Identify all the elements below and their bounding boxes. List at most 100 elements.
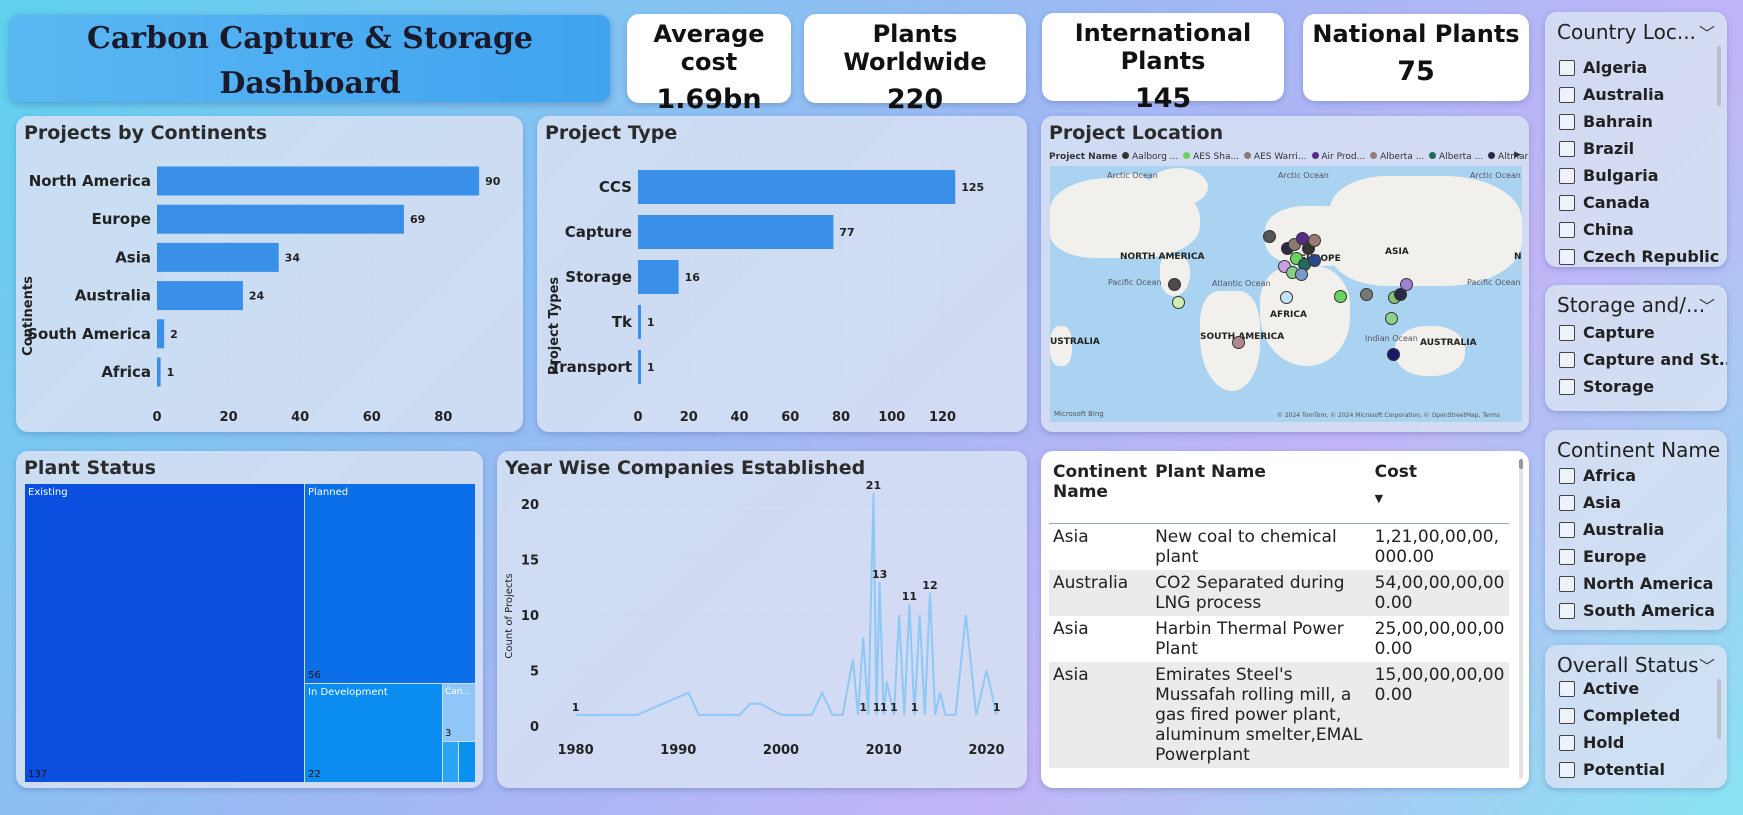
header-plant-name[interactable]: Plant Name (1151, 459, 1371, 524)
x-tick-label: 20 (220, 410, 238, 425)
map-marker[interactable] (1172, 296, 1185, 309)
table-scrollbar-thumb[interactable] (1519, 459, 1523, 469)
country-option[interactable]: Canada (1559, 193, 1650, 212)
header-cost[interactable]: Cost ▼ (1370, 459, 1509, 524)
map-marker[interactable] (1308, 234, 1321, 247)
treemap-existing[interactable]: Existing 137 (25, 484, 304, 782)
map-marker[interactable] (1280, 291, 1293, 304)
map-area[interactable]: Arctic Ocean Arctic Ocean Arctic Ocean P… (1050, 166, 1522, 422)
legend-item[interactable]: Altmark ... (1488, 152, 1529, 162)
checkbox[interactable] (1559, 351, 1575, 368)
data-label: 77 (839, 226, 854, 239)
map-marker[interactable] (1400, 278, 1413, 291)
storage-option[interactable]: Capture (1559, 323, 1655, 342)
table-row[interactable]: Australia CO2 Separated during LNG proce… (1049, 570, 1509, 616)
data-label: 12 (922, 579, 937, 592)
country-option-label: Czech Republic (1583, 247, 1720, 266)
storage-option[interactable]: Capture and St... (1559, 350, 1727, 369)
table-row[interactable]: Asia Emirates Steel's Mussafah rolling m… (1049, 662, 1509, 768)
legend-item[interactable]: AES Warri... (1244, 152, 1307, 162)
map-marker[interactable] (1168, 278, 1181, 291)
legend-item-label: Altmark ... (1498, 152, 1529, 162)
country-option[interactable]: Brazil (1559, 139, 1634, 158)
country-option[interactable]: China (1559, 220, 1634, 239)
table-row[interactable]: Asia New coal to chemical plant 1,21,00,… (1049, 523, 1509, 570)
country-option[interactable]: Bahrain (1559, 112, 1653, 131)
map-marker[interactable] (1394, 288, 1407, 301)
map-marker[interactable] (1334, 290, 1347, 303)
continent-option[interactable]: Africa (1559, 466, 1636, 485)
storage-slicer: Storage and/... ﹀ Capture Capture and St… (1545, 285, 1727, 411)
treemap-planned[interactable]: Planned 56 (305, 484, 475, 683)
legend-item[interactable]: Alberta ... (1429, 152, 1483, 162)
checkbox[interactable] (1559, 167, 1575, 184)
checkbox[interactable] (1559, 521, 1575, 538)
checkbox[interactable] (1559, 575, 1575, 592)
status-option[interactable]: Potential (1559, 760, 1665, 779)
checkbox[interactable] (1559, 707, 1575, 724)
status-option[interactable]: Completed (1559, 706, 1680, 725)
checkbox[interactable] (1559, 221, 1575, 238)
map-marker[interactable] (1263, 230, 1276, 243)
status-slicer-scrollbar[interactable] (1717, 679, 1721, 739)
checkbox[interactable] (1559, 548, 1575, 565)
table-scrollbar[interactable] (1519, 459, 1523, 779)
sort-desc-icon[interactable]: ▼ (1374, 492, 1384, 505)
country-slicer-scrollbar[interactable] (1717, 46, 1721, 106)
chevron-down-icon[interactable]: ﹀ (1698, 657, 1715, 676)
checkbox[interactable] (1559, 194, 1575, 211)
checkbox[interactable] (1559, 602, 1575, 619)
legend-item[interactable]: Alberta ... (1370, 152, 1424, 162)
map-marker[interactable] (1308, 254, 1321, 267)
checkbox[interactable] (1559, 86, 1575, 103)
map-attribution[interactable]: © 2024 TomTom, © 2024 Microsoft Corporat… (1276, 412, 1500, 419)
country-option[interactable]: Bulgaria (1559, 166, 1659, 185)
treemap-small-block[interactable] (459, 742, 475, 782)
checkbox[interactable] (1559, 734, 1575, 751)
continent-option[interactable]: Europe (1559, 547, 1647, 566)
checkbox[interactable] (1559, 494, 1575, 511)
checkbox[interactable] (1559, 248, 1575, 265)
legend-item[interactable]: Air Prod... (1311, 152, 1365, 162)
checkbox[interactable] (1559, 467, 1575, 484)
x-tick-label: 60 (363, 410, 381, 425)
legend-item[interactable]: Aalborg ... (1122, 152, 1178, 162)
legend-item[interactable]: AES Sha... (1183, 152, 1239, 162)
map-marker[interactable] (1360, 288, 1373, 301)
map-marker[interactable] (1232, 336, 1245, 349)
country-option[interactable]: Australia (1559, 85, 1664, 104)
treemap-in-development[interactable]: In Development 22 (305, 684, 442, 782)
continent-option[interactable]: Asia (1559, 493, 1621, 512)
treemap-cancelled[interactable]: Can... 3 (443, 684, 475, 741)
header-continent[interactable]: Continent Name (1049, 459, 1152, 524)
country-option-label: Canada (1583, 193, 1650, 212)
checkbox[interactable] (1559, 680, 1575, 697)
status-option[interactable]: Hold (1559, 733, 1624, 752)
chevron-down-icon[interactable]: ﹀ (1698, 297, 1715, 316)
type-chart-title: Project Type (545, 122, 678, 144)
table-row[interactable]: Asia Harbin Thermal Power Plant 25,00,00… (1049, 616, 1509, 662)
map-marker[interactable] (1387, 348, 1400, 361)
continent-option[interactable]: South America (1559, 601, 1715, 620)
x-tick-label: 0 (633, 410, 642, 425)
continent-option[interactable]: Australia (1559, 520, 1664, 539)
legend-next-icon[interactable]: ▶ (1514, 150, 1521, 160)
legend-dot-icon (1429, 152, 1437, 159)
continent-option[interactable]: North America (1559, 574, 1713, 593)
checkbox[interactable] (1559, 140, 1575, 157)
checkbox[interactable] (1559, 324, 1575, 341)
status-option[interactable]: Active (1559, 679, 1639, 698)
checkbox[interactable] (1559, 59, 1575, 76)
map-marker[interactable] (1295, 268, 1308, 281)
checkbox[interactable] (1559, 113, 1575, 130)
checkbox[interactable] (1559, 761, 1575, 778)
country-option[interactable]: Czech Republic (1559, 247, 1719, 266)
chevron-down-icon[interactable]: ﹀ (1698, 24, 1715, 43)
country-option[interactable]: Algeria (1559, 58, 1647, 77)
bar (157, 166, 480, 196)
map-marker[interactable] (1385, 312, 1398, 325)
treemap-small-block[interactable] (443, 742, 458, 782)
checkbox[interactable] (1559, 378, 1575, 395)
land-australia-west (1050, 326, 1072, 366)
storage-option[interactable]: Storage (1559, 377, 1654, 396)
